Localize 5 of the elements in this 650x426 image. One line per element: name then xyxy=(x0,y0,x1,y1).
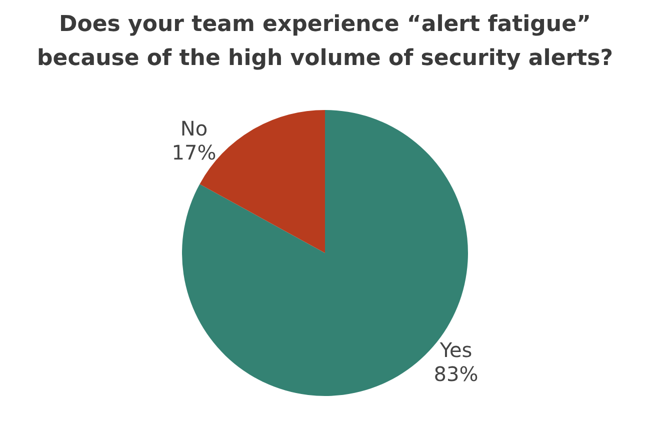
data-label: 17% xyxy=(172,140,216,164)
data-label: 83% xyxy=(434,362,478,386)
slice-label: No xyxy=(180,116,208,140)
chart-title: Does your team experience “alert fatigue” because of the high volume of security alerts? xyxy=(36,11,614,73)
slice-label: Yes xyxy=(438,338,472,362)
